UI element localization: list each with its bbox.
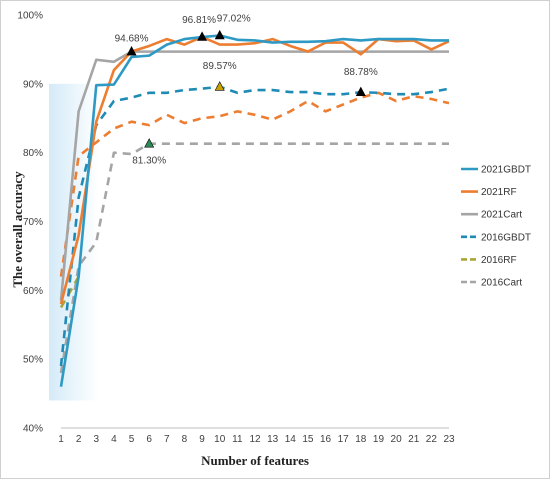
annotation-marker bbox=[144, 138, 155, 148]
legend-label-2016rf: 2016RF bbox=[481, 255, 517, 266]
annotations: 94.68% 96.81% 97.02% 89.57% 88.78% 81.30% bbox=[115, 14, 378, 167]
series-line-2021cart bbox=[59, 50, 449, 301]
x-tick-label: 14 bbox=[285, 434, 297, 445]
x-tick-label: 10 bbox=[214, 434, 226, 445]
series-line-2016rf-orange bbox=[59, 91, 450, 277]
annotation-label: 94.68% bbox=[115, 34, 149, 45]
x-tick-label: 13 bbox=[267, 434, 279, 445]
x-tick-label: 2 bbox=[76, 434, 82, 445]
x-tick-label: 21 bbox=[408, 434, 420, 445]
annotation-label: 96.81% bbox=[182, 15, 216, 26]
annotation-label: 97.02% bbox=[217, 14, 251, 25]
x-tick-label: 11 bbox=[232, 434, 243, 445]
x-tick-label: 3 bbox=[93, 434, 99, 445]
x-tick-label: 9 bbox=[199, 434, 205, 445]
x-tick-label: 20 bbox=[391, 434, 403, 445]
y-tick-label: 50% bbox=[23, 355, 43, 366]
x-tick-label: 16 bbox=[320, 434, 332, 445]
legend-label-2021rf: 2021RF bbox=[481, 187, 517, 198]
x-tick-label: 23 bbox=[443, 434, 455, 445]
annotation-marker bbox=[197, 31, 208, 41]
x-tick-label: 8 bbox=[182, 434, 188, 445]
annotation-label: 89.57% bbox=[203, 61, 237, 72]
annotation-label: 81.30% bbox=[132, 156, 166, 167]
series-lines bbox=[59, 34, 450, 387]
annotation-label: 88.78% bbox=[344, 67, 378, 78]
y-tick-label: 80% bbox=[23, 148, 43, 159]
y-tick-label: 40% bbox=[23, 424, 43, 435]
y-tick-labels: 40% 50% 60% 70% 80% 90% 100% bbox=[17, 11, 43, 435]
axes bbox=[61, 427, 449, 429]
legend-label-2021cart: 2021Cart bbox=[481, 210, 522, 221]
x-tick-label: 4 bbox=[111, 434, 117, 445]
x-tick-label: 22 bbox=[426, 434, 438, 445]
series-line-2016cart bbox=[59, 142, 449, 374]
x-tick-label: 19 bbox=[373, 434, 385, 445]
x-tick-label: 1 bbox=[58, 434, 64, 445]
annotation-marker bbox=[214, 81, 225, 91]
legend-label-2016gbdt: 2016GBDT bbox=[481, 232, 531, 243]
x-tick-label: 18 bbox=[355, 434, 367, 445]
x-tick-label: 15 bbox=[302, 434, 314, 445]
annotation-marker bbox=[355, 86, 366, 97]
annotation-marker bbox=[214, 29, 225, 40]
legend-label-2016cart: 2016Cart bbox=[481, 278, 522, 289]
legend-label-2021gbdt: 2021GBDT bbox=[481, 165, 531, 176]
y-tick-label: 100% bbox=[17, 11, 43, 22]
y-tick-label: 60% bbox=[23, 286, 43, 297]
y-tick-label: 90% bbox=[23, 79, 43, 90]
x-axis-title: Number of features bbox=[201, 453, 309, 468]
legend: 2021GBDT 2021RF 2021Cart 2016GBDT 2016RF 2016… bbox=[461, 165, 531, 289]
x-tick-label: 6 bbox=[146, 434, 152, 445]
y-axis-title: The overall accuracy bbox=[10, 171, 25, 288]
x-tick-label: 7 bbox=[164, 434, 170, 445]
x-tick-labels: 1 2 3 4 5 6 7 8 9 10 11 12 13 14 15 16 17 18 19 20 21 22 23 bbox=[58, 434, 455, 445]
annotation-marker bbox=[126, 45, 137, 56]
x-tick-label: 17 bbox=[338, 434, 350, 445]
series-line-2021gbdt bbox=[59, 34, 449, 387]
x-tick-label: 12 bbox=[249, 434, 261, 445]
x-tick-label: 5 bbox=[129, 434, 135, 445]
y-tick-label: 70% bbox=[23, 217, 43, 228]
series-line-2016gbdt bbox=[59, 85, 450, 367]
